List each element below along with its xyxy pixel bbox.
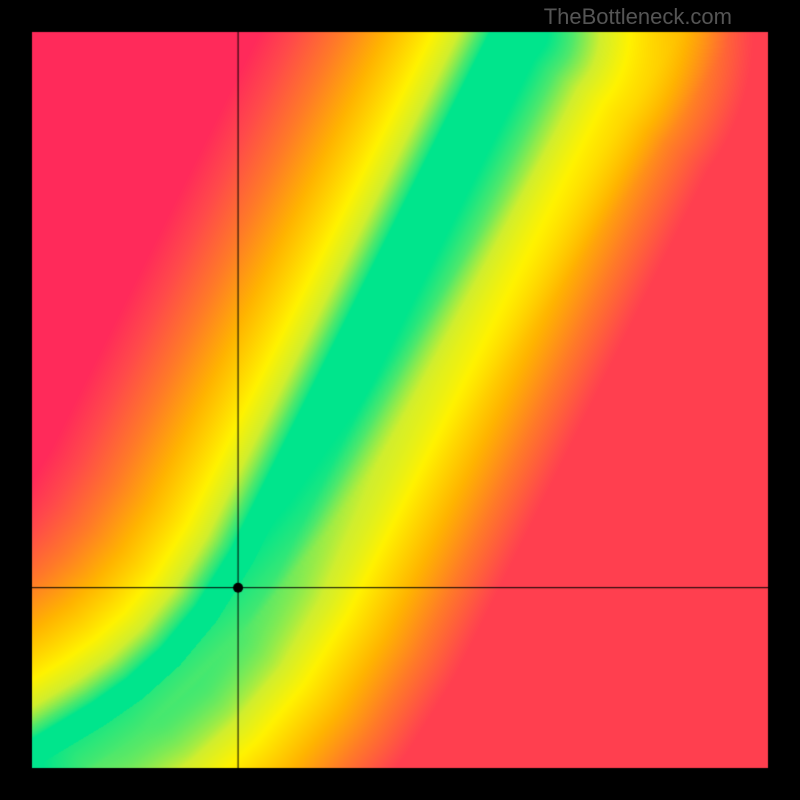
heatmap-canvas [0,0,800,800]
watermark-text: TheBottleneck.com [544,4,732,30]
chart-container: TheBottleneck.com [0,0,800,800]
